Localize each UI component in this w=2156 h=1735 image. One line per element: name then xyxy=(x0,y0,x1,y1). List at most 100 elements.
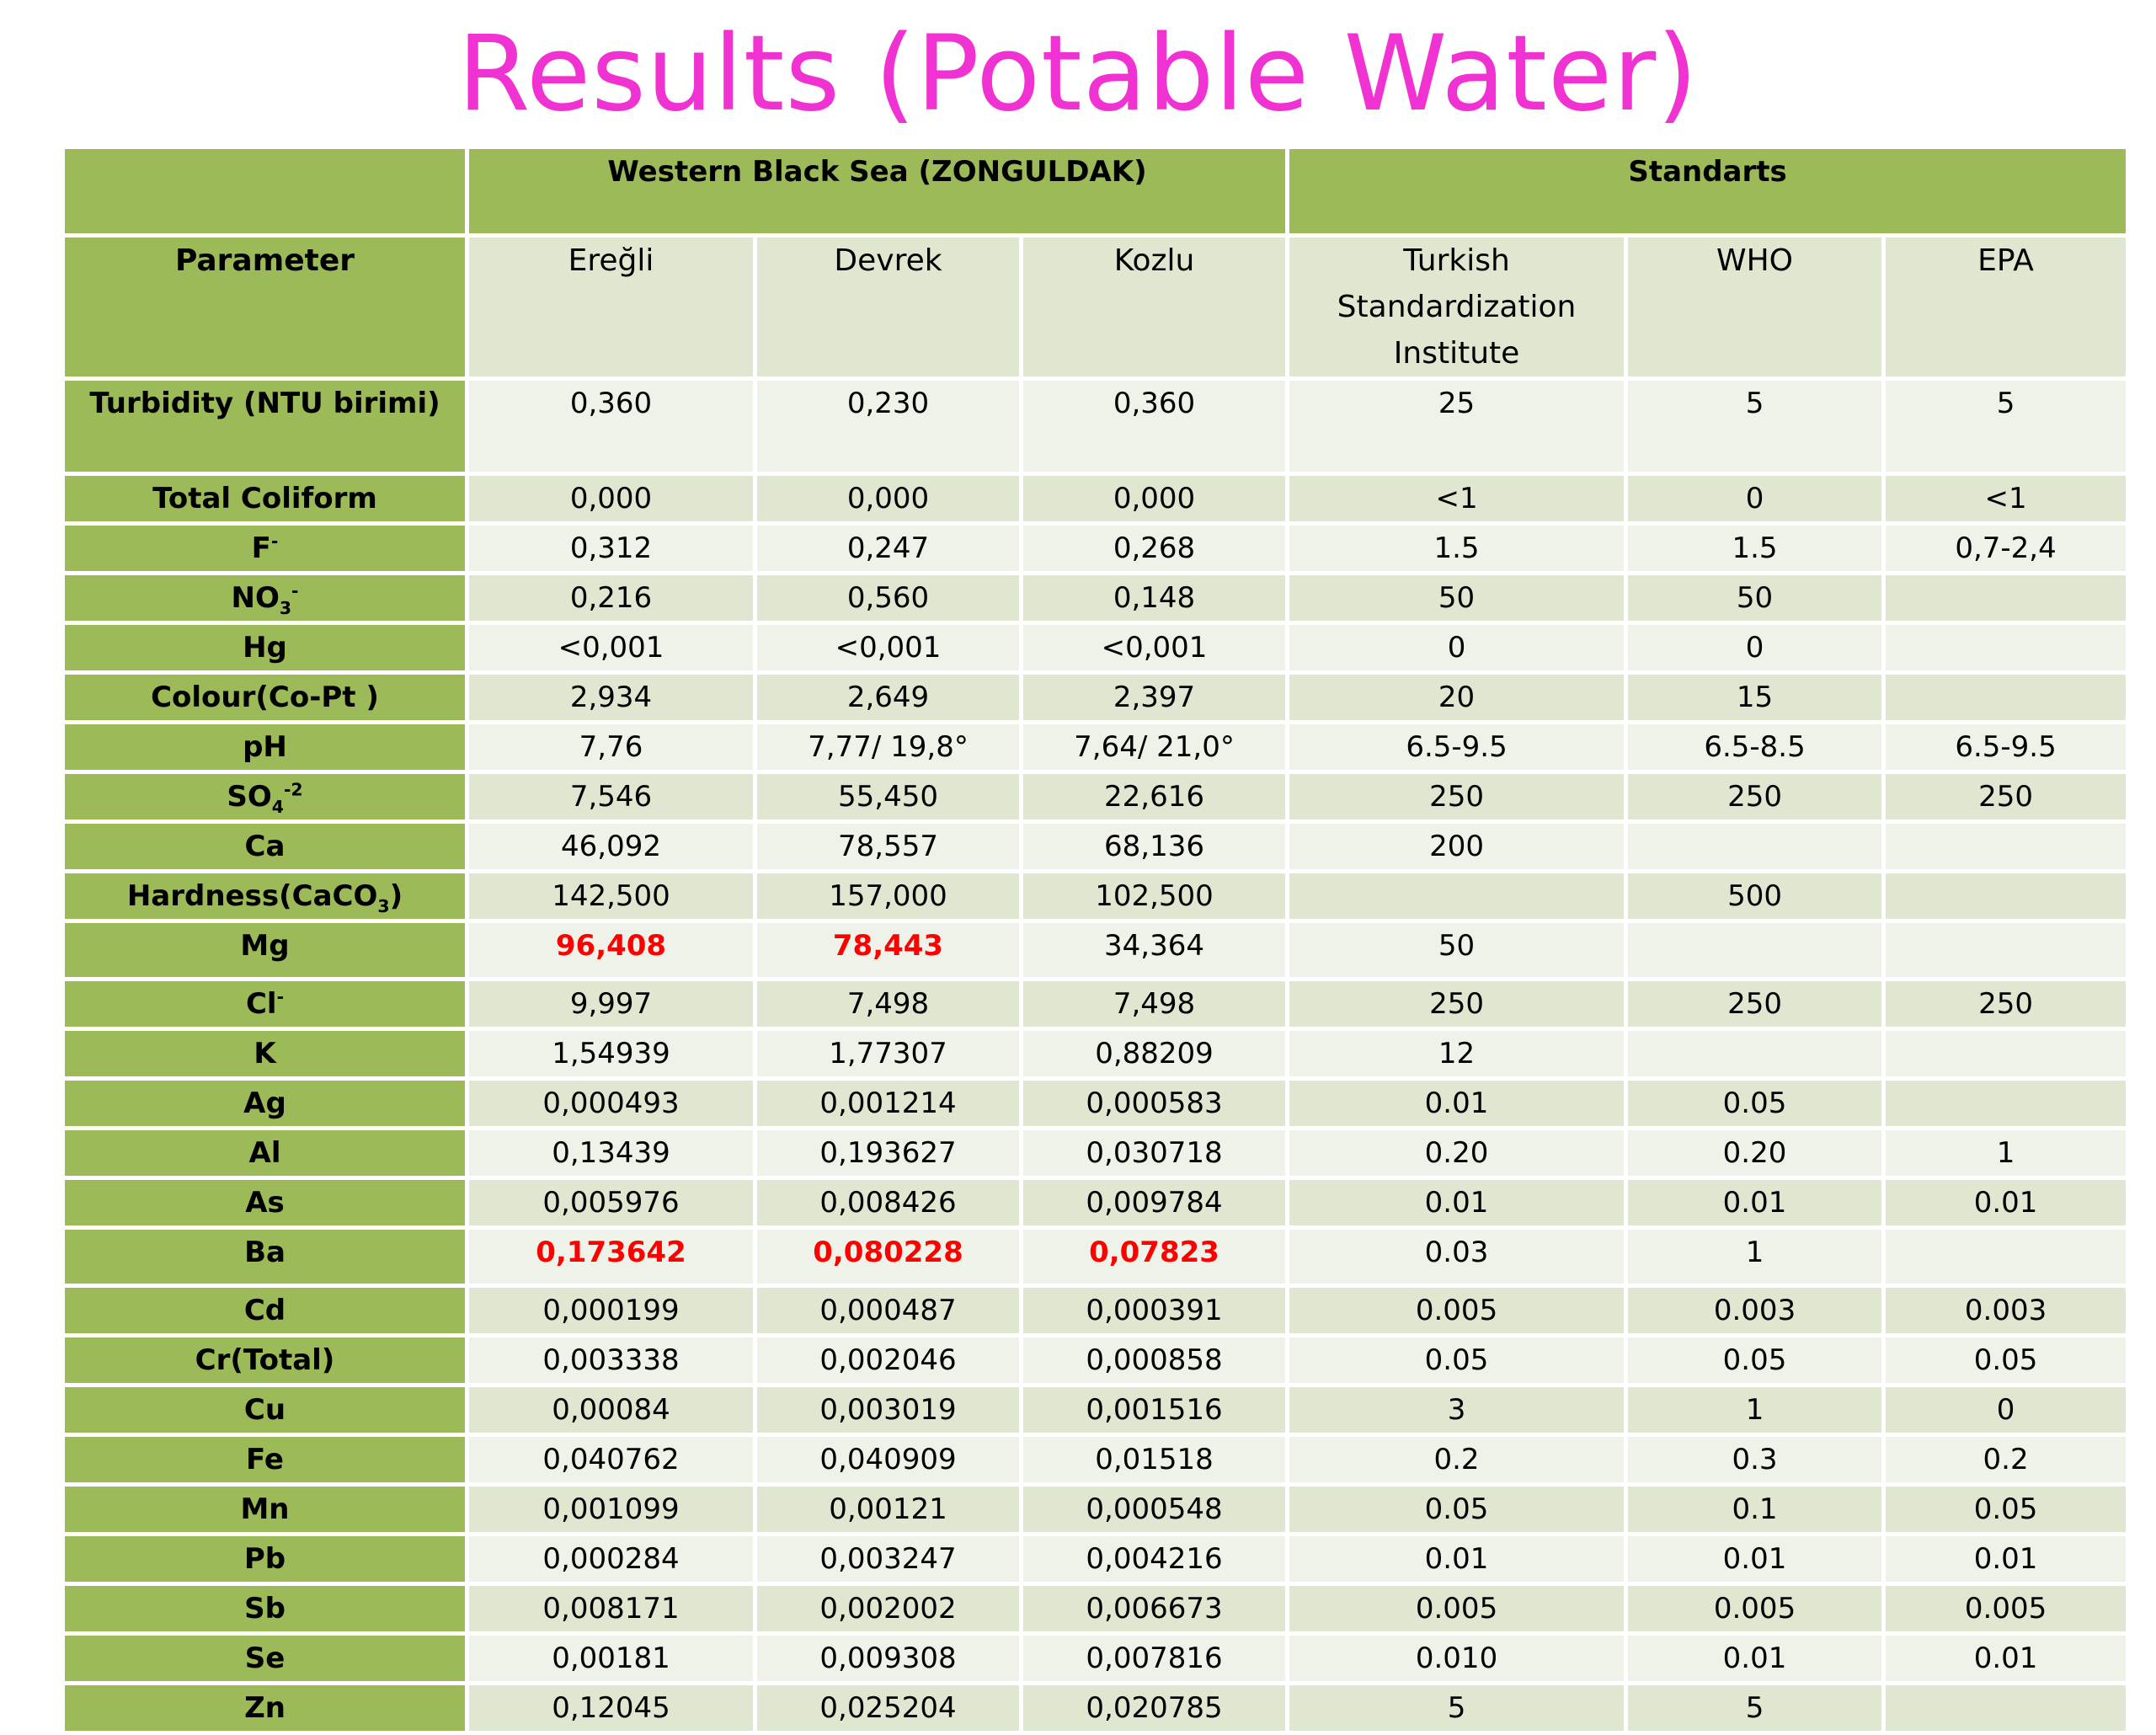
kozlu-value: 0,007816 xyxy=(1018,1631,1290,1685)
kozlu-value: 0,020785 xyxy=(1018,1681,1290,1735)
devrek-value: 157,000 xyxy=(753,869,1023,923)
group-header-region: Western Black Sea (ZONGULDAK) xyxy=(464,145,1290,238)
table-row: Total Coliform 0,000 0,000 0,000 <1 0 <1 xyxy=(61,472,2131,526)
parameter-cell: NO3- xyxy=(61,571,469,625)
devrek-value: 0,002002 xyxy=(753,1582,1023,1636)
parameter-cell: Pb xyxy=(61,1532,469,1586)
epa-value: 1 xyxy=(1881,1126,2131,1180)
parameter-name: NO xyxy=(231,581,280,615)
parameter-name: Ag xyxy=(243,1086,286,1120)
devrek-value: 7,77/ 19,8° xyxy=(753,720,1023,774)
eregli-value: 0,008171 xyxy=(465,1582,757,1636)
column-header-parameter: Parameter xyxy=(61,233,469,381)
eregli-value: 1,54939 xyxy=(465,1027,757,1081)
parameter-cell: Ba xyxy=(61,1225,469,1288)
epa-value: 0.05 xyxy=(1881,1333,2131,1387)
parameter-name: Turbidity (NTU birimi) xyxy=(89,387,440,420)
parameter-name: pH xyxy=(243,730,287,764)
parameter-name: As xyxy=(245,1186,285,1220)
turkish-standard-value: 3 xyxy=(1285,1383,1629,1437)
parameter-name: F xyxy=(251,531,271,565)
eregli-value: 0,360 xyxy=(465,376,757,476)
devrek-value: 0,008426 xyxy=(753,1176,1023,1230)
eregli-value: 0,00084 xyxy=(465,1383,757,1437)
page-title: Results (Potable Water) xyxy=(457,13,1699,135)
turkish-standard-value: 0 xyxy=(1285,621,1629,675)
who-value xyxy=(1624,1027,1886,1081)
who-value: 0.05 xyxy=(1624,1076,1886,1130)
parameter-name: Mg xyxy=(240,929,290,963)
devrek-value: 2,649 xyxy=(753,670,1023,724)
parameter-cell: Colour(Co-Pt ) xyxy=(61,670,469,724)
kozlu-value: 0,88209 xyxy=(1018,1027,1290,1081)
parameter-cell: Fe xyxy=(61,1433,469,1487)
table-row: Pb 0,000284 0,003247 0,004216 0.01 0.01 0.01 xyxy=(61,1532,2131,1586)
turkish-standard-value: 0.05 xyxy=(1285,1482,1629,1536)
column-header-devrek: Devrek xyxy=(753,233,1023,381)
table-row: As 0,005976 0,008426 0,009784 0.01 0.01 0.01 xyxy=(61,1176,2131,1230)
who-value: 1 xyxy=(1624,1383,1886,1437)
eregli-value: 0,000199 xyxy=(465,1284,757,1337)
epa-value xyxy=(1881,919,2131,981)
parameter-name: Hardness(CaCO xyxy=(126,879,378,913)
who-value: 0.005 xyxy=(1624,1582,1886,1636)
turkish-standard-value: 12 xyxy=(1285,1027,1629,1081)
parameter-cell: Cr(Total) xyxy=(61,1333,469,1387)
eregli-value: 0,216 xyxy=(465,571,757,625)
kozlu-value: 0,000548 xyxy=(1018,1482,1290,1536)
turkish-standard-value: 0.005 xyxy=(1285,1284,1629,1337)
kozlu-value: 0,004216 xyxy=(1018,1532,1290,1586)
who-value: 0.3 xyxy=(1624,1433,1886,1487)
kozlu-value: 7,498 xyxy=(1018,977,1290,1031)
parameter-cell: Cd xyxy=(61,1284,469,1337)
eregli-value: 0,000493 xyxy=(465,1076,757,1130)
devrek-value: 0,560 xyxy=(753,571,1023,625)
kozlu-value: 0,07823 xyxy=(1018,1225,1290,1288)
epa-value: <1 xyxy=(1881,472,2131,526)
parameter-cell: Ca xyxy=(61,819,469,873)
parameter-subscript: 3 xyxy=(377,895,390,916)
kozlu-value: 102,500 xyxy=(1018,869,1290,923)
devrek-value: 78,443 xyxy=(753,919,1023,981)
parameter-cell: Hg xyxy=(61,621,469,675)
epa-value: 0.003 xyxy=(1881,1284,2131,1337)
column-header-row: Parameter Ereğli Devrek Kozlu Turkish St… xyxy=(61,233,2131,381)
eregli-value: 2,934 xyxy=(465,670,757,724)
eregli-value: 0,040762 xyxy=(465,1433,757,1487)
eregli-value: <0,001 xyxy=(465,621,757,675)
parameter-cell: F- xyxy=(61,521,469,575)
parameter-name: Mn xyxy=(240,1492,290,1526)
who-value: 250 xyxy=(1624,770,1886,824)
turkish-standard-value: 0.005 xyxy=(1285,1582,1629,1636)
turkish-standard-value: 0.01 xyxy=(1285,1176,1629,1230)
kozlu-value: 0,000858 xyxy=(1018,1333,1290,1387)
kozlu-value: 0,001516 xyxy=(1018,1383,1290,1437)
table-row: Mg 96,408 78,443 34,364 50 xyxy=(61,919,2131,981)
column-header-eregli: Ereğli xyxy=(465,233,757,381)
table-row: Colour(Co-Pt ) 2,934 2,649 2,397 20 15 xyxy=(61,670,2131,724)
eregli-value: 0,12045 xyxy=(465,1681,757,1735)
parameter-name: Cu xyxy=(243,1393,286,1427)
parameter-name: Total Coliform xyxy=(152,482,377,515)
parameter-cell: Cl- xyxy=(61,977,469,1031)
kozlu-value: 0,009784 xyxy=(1018,1176,1290,1230)
kozlu-value: 0,000583 xyxy=(1018,1076,1290,1130)
table-row: Al 0,13439 0,193627 0,030718 0.20 0.20 1 xyxy=(61,1126,2131,1180)
parameter-superscript: - xyxy=(276,986,285,1007)
parameter-name: Cl xyxy=(245,987,277,1021)
parameter-name: Hg xyxy=(243,631,287,665)
eregli-value: 9,997 xyxy=(465,977,757,1031)
epa-value xyxy=(1881,1027,2131,1081)
parameter-name: Zn xyxy=(244,1691,286,1725)
table-row: Ca 46,092 78,557 68,136 200 xyxy=(61,819,2131,873)
devrek-value: 0,193627 xyxy=(753,1126,1023,1180)
eregli-value: 46,092 xyxy=(465,819,757,873)
kozlu-value: 2,397 xyxy=(1018,670,1290,724)
who-value xyxy=(1624,919,1886,981)
eregli-value: 0,00181 xyxy=(465,1631,757,1685)
parameter-cell: As xyxy=(61,1176,469,1230)
parameter-suffix: ) xyxy=(389,879,403,913)
parameter-name: SO xyxy=(227,780,272,814)
eregli-value: 0,005976 xyxy=(465,1176,757,1230)
parameter-superscript: - xyxy=(270,531,279,552)
